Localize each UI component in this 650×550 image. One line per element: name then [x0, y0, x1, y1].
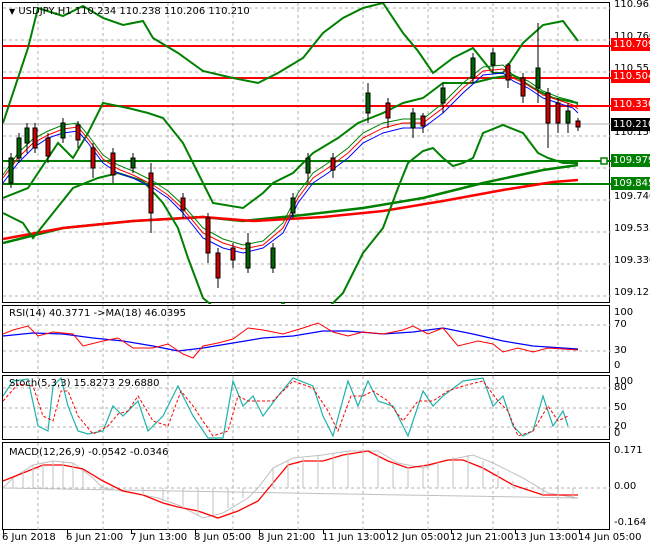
time-label: 8 Jun 21:00 [258, 532, 316, 543]
price-tick: 109.125 [614, 287, 650, 298]
time-label: 14 Jun 05:00 [578, 532, 642, 543]
stoch-tick: 50 [614, 402, 627, 413]
level-tag-resistance-1: 110.709 [611, 38, 650, 51]
time-tick [131, 530, 132, 534]
macd-tick: 0.171 [614, 445, 643, 456]
stoch-tick: 100 [614, 376, 634, 387]
price-chart-canvas [3, 3, 611, 304]
level-tag-resistance-3: 110.330 [611, 98, 650, 111]
stochastic-canvas [3, 376, 611, 441]
time-tick [195, 530, 196, 534]
stoch-tick: 0 [614, 428, 621, 439]
time-tick [451, 530, 452, 534]
macd-tick: -0.164 [614, 517, 647, 528]
price-tick: 109.740 [614, 191, 650, 202]
stochastic-panel[interactable]: Stoch(5,3,3) 15.8273 29.6880 [2, 375, 611, 441]
level-tag-support-1: 109.979 [611, 154, 650, 167]
macd-panel[interactable]: MACD(12,26,9) -0.0542 -0.0346 [2, 442, 611, 531]
time-label: 12 Jun 21:00 [450, 532, 514, 543]
ohlc-values: 110.234 110.238 110.206 110.210 [74, 6, 250, 17]
rsi-tick: 70 [614, 319, 627, 330]
macd-canvas [3, 443, 611, 531]
stochastic-label: Stoch(5,3,3) 15.8273 29.6880 [9, 378, 160, 389]
time-label: 12 Jun 05:00 [386, 532, 450, 543]
current-price-tag: 110.210 [611, 118, 650, 131]
stoch-tick: 20 [614, 421, 627, 432]
time-label: 6 Jun 21:00 [66, 532, 124, 543]
price-chart-panel[interactable]: ▼ USDJPY,H1 110.234 110.238 110.206 110.… [2, 2, 611, 304]
symbol-label: USDJPY,H1 [18, 6, 72, 17]
stoch-tick: 80 [614, 382, 627, 393]
price-tick: 110.965 [614, 0, 650, 10]
rsi-canvas [3, 306, 611, 374]
price-tick: 110.555 [614, 63, 650, 74]
time-tick [3, 530, 4, 534]
time-tick [323, 530, 324, 534]
time-label: 6 Jun 2018 [2, 532, 56, 543]
time-tick [67, 530, 68, 534]
time-tick [579, 530, 580, 534]
rsi-tick: 30 [614, 345, 627, 356]
rsi-tick: 100 [614, 307, 634, 318]
price-tick: 110.150 [614, 127, 650, 138]
price-tick: 110.760 [614, 31, 650, 42]
time-tick [515, 530, 516, 534]
time-label: 8 Jun 05:00 [194, 532, 252, 543]
rsi-label: RSI(14) 40.3771 ->MA(18) 46.0395 [9, 308, 186, 319]
time-label: 11 Jun 13:00 [322, 532, 386, 543]
level-tag-resistance-2: 110.504 [611, 70, 650, 83]
price-tick: 109.535 [614, 223, 650, 234]
price-tick: 109.330 [614, 255, 650, 266]
time-tick [387, 530, 388, 534]
level-tag-support-2: 109.845 [611, 177, 650, 190]
time-label: 7 Jun 13:00 [130, 532, 188, 543]
time-tick [259, 530, 260, 534]
rsi-panel[interactable]: RSI(14) 40.3771 ->MA(18) 46.0395 [2, 305, 611, 374]
macd-tick: 0.00 [614, 481, 637, 492]
macd-label: MACD(12,26,9) -0.0542 -0.0346 [9, 447, 169, 458]
collapse-triangle-icon[interactable]: ▼ [9, 7, 16, 16]
chart-title: ▼ USDJPY,H1 110.234 110.238 110.206 110.… [9, 6, 250, 17]
time-label: 13 Jun 13:00 [514, 532, 578, 543]
rsi-tick: 0 [614, 360, 621, 371]
